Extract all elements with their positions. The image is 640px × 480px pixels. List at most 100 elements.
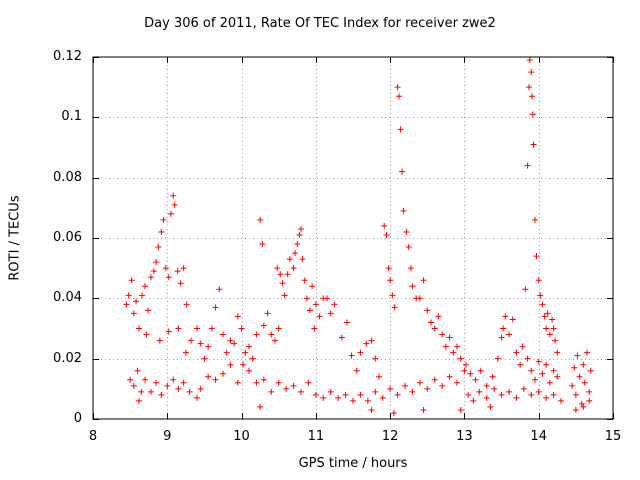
- data-point: [372, 355, 379, 362]
- data-point: [529, 111, 536, 118]
- data-point: [292, 250, 299, 257]
- data-point: [498, 334, 505, 341]
- data-point: [363, 340, 370, 347]
- data-point: [539, 370, 546, 377]
- data-point: [428, 319, 434, 326]
- data-point: [171, 201, 178, 208]
- data-point: [397, 126, 404, 133]
- y-tick-label: 0.04: [53, 290, 82, 306]
- data-point: [186, 388, 193, 395]
- data-point: [396, 93, 403, 100]
- data-point: [301, 277, 308, 284]
- data-point: [549, 316, 556, 323]
- data-point: [580, 361, 587, 368]
- plot-frame: [92, 56, 614, 420]
- data-point: [489, 373, 496, 380]
- data-point: [277, 271, 284, 278]
- data-point: [290, 265, 297, 272]
- data-point: [554, 373, 561, 380]
- data-point: [424, 307, 431, 314]
- data-point: [581, 379, 588, 386]
- data-point: [439, 331, 446, 338]
- data-point: [201, 355, 208, 362]
- data-point: [281, 292, 288, 299]
- data-point: [394, 84, 401, 91]
- data-point: [260, 376, 267, 383]
- data-point: [143, 331, 150, 338]
- x-tick-label: 14: [530, 429, 547, 444]
- data-point: [552, 337, 559, 344]
- data-point: [546, 379, 553, 386]
- data-point: [123, 301, 130, 308]
- data-point: [399, 168, 406, 175]
- data-point: [257, 216, 264, 223]
- data-point: [348, 352, 355, 359]
- x-tick-label: 8: [88, 429, 98, 444]
- x-tick-label: 12: [381, 429, 399, 444]
- data-point: [537, 292, 544, 299]
- data-point: [472, 376, 479, 383]
- data-point: [402, 382, 408, 389]
- data-point: [220, 331, 226, 338]
- data-point: [268, 388, 275, 395]
- data-point: [576, 373, 583, 380]
- data-point: [586, 397, 593, 404]
- data-point: [454, 379, 460, 386]
- data-point: [312, 301, 319, 308]
- chart-title: Day 306 of 2011, Rate Of TEC Index for r…: [144, 16, 496, 31]
- data-point: [338, 334, 345, 341]
- data-point: [526, 84, 533, 91]
- data-point: [420, 277, 427, 284]
- x-axis-label: GPS time / hours: [298, 456, 408, 471]
- data-point: [320, 394, 327, 401]
- data-point: [275, 325, 282, 332]
- data-point: [316, 313, 323, 320]
- data-point: [155, 244, 162, 251]
- data-point: [407, 265, 414, 272]
- data-point: [530, 141, 537, 148]
- data-point: [268, 331, 275, 338]
- data-point: [543, 325, 550, 332]
- data-point: [342, 391, 349, 398]
- data-point: [403, 228, 410, 235]
- data-point: [227, 361, 234, 368]
- data-point: [142, 376, 148, 383]
- data-point: [571, 364, 578, 371]
- data-point: [477, 367, 484, 374]
- data-point: [483, 382, 490, 389]
- data-point: [253, 379, 260, 386]
- data-point: [465, 391, 472, 398]
- data-point: [138, 388, 145, 395]
- data-point: [194, 325, 200, 332]
- data-point: [180, 265, 187, 272]
- data-point: [279, 280, 286, 287]
- data-point: [177, 280, 184, 287]
- data-point: [168, 210, 174, 217]
- data-point: [194, 394, 200, 401]
- data-point: [578, 400, 585, 407]
- data-point: [133, 298, 140, 305]
- data-point: [533, 253, 540, 260]
- data-point: [554, 349, 561, 356]
- data-point: [150, 268, 157, 275]
- data-point: [550, 391, 557, 398]
- data-point: [284, 271, 291, 278]
- data-point: [260, 322, 267, 329]
- data-point: [383, 231, 390, 238]
- x-tick-label: 9: [163, 429, 172, 444]
- data-point: [220, 370, 226, 377]
- data-point: [223, 349, 230, 356]
- y-tick-label: 0: [73, 411, 82, 426]
- data-point: [550, 325, 557, 332]
- data-point: [584, 349, 590, 356]
- data-point: [205, 343, 212, 350]
- data-point: [462, 361, 469, 368]
- data-point: [572, 391, 579, 398]
- data-point: [127, 376, 134, 383]
- data-point: [535, 358, 542, 365]
- data-point: [128, 277, 135, 284]
- data-point: [529, 93, 536, 100]
- data-point: [524, 162, 531, 169]
- data-point: [506, 331, 512, 338]
